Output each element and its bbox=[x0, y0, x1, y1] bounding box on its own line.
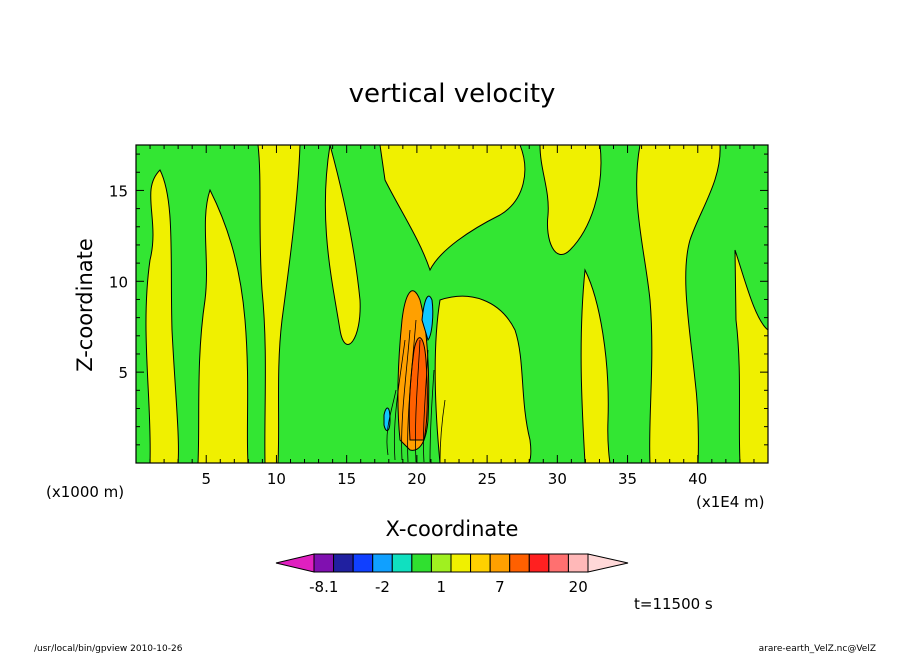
yellow-region bbox=[434, 295, 532, 463]
yellow-region bbox=[257, 145, 301, 463]
plot-area bbox=[136, 145, 768, 463]
colorbar-label: -8.1 bbox=[309, 578, 338, 596]
colorbar-swatch bbox=[352, 553, 374, 573]
footer-left-text: /usr/local/bin/gpview 2010-10-26 bbox=[34, 644, 183, 654]
dense-contour-lines bbox=[386, 319, 446, 463]
colorbar-label: -2 bbox=[375, 578, 390, 596]
plot-frame bbox=[135, 144, 769, 464]
yellow-region bbox=[636, 145, 721, 463]
colorbar-label: 1 bbox=[436, 578, 446, 596]
cyan-downdraft bbox=[421, 295, 434, 342]
yellow-region bbox=[197, 188, 249, 463]
y-tick-label: 15 bbox=[109, 182, 128, 200]
x-tick-label: 35 bbox=[618, 470, 637, 488]
colorbar-label: 7 bbox=[495, 578, 505, 596]
x-tick-label: 5 bbox=[201, 470, 211, 488]
yellow-region bbox=[379, 145, 526, 272]
yellow-region bbox=[580, 268, 611, 463]
colorbar-swatch bbox=[430, 553, 452, 573]
colorbar-swatch bbox=[548, 553, 569, 573]
x-unit-right-label: (x1E4 m) bbox=[696, 493, 765, 511]
x-tick-label: 20 bbox=[407, 470, 426, 488]
x-axis-ticks: 5 10 15 20 25 30 35 40 bbox=[149, 145, 755, 488]
colorbar-label: 20 bbox=[569, 578, 588, 596]
colorbar-right-arrow bbox=[587, 553, 629, 573]
y-axis-label: Z-coordinate bbox=[73, 238, 97, 372]
colorbar-swatch bbox=[411, 553, 432, 573]
chart-title: vertical velocity bbox=[349, 79, 556, 109]
x-tick-label: 10 bbox=[267, 470, 286, 488]
x-tick-label: 30 bbox=[548, 470, 567, 488]
yellow-region bbox=[539, 145, 602, 256]
x-tick-label: 25 bbox=[478, 470, 497, 488]
colorbar-swatch bbox=[450, 553, 472, 573]
colorbar-swatch bbox=[528, 553, 550, 573]
colorbar-swatch bbox=[489, 553, 511, 573]
colorbar-swatch bbox=[333, 553, 354, 573]
y-tick-label: 10 bbox=[109, 273, 128, 291]
colorbar: -8.1 -2 1 7 20 bbox=[275, 553, 629, 596]
footer-right-text: arare-earth_VelZ.nc@VelZ bbox=[759, 644, 876, 654]
yellow-region bbox=[145, 169, 179, 463]
time-label: t=11500 s bbox=[634, 595, 713, 613]
x-unit-left-label: (x1000 m) bbox=[46, 483, 124, 501]
y-axis-ticks: 5 10 15 bbox=[109, 153, 768, 446]
y-tick-label: 5 bbox=[118, 364, 128, 382]
colorbar-left-arrow bbox=[275, 553, 315, 573]
x-axis-label: X-coordinate bbox=[386, 517, 519, 541]
colorbar-swatch bbox=[470, 553, 491, 573]
x-tick-label: 40 bbox=[688, 470, 707, 488]
colorbar-swatch bbox=[391, 553, 413, 573]
colorbar-swatch bbox=[313, 553, 335, 573]
x-tick-label: 15 bbox=[337, 470, 356, 488]
colorbar-swatch bbox=[372, 553, 393, 573]
yellow-region bbox=[324, 145, 361, 345]
colorbar-swatch bbox=[567, 553, 589, 573]
colorbar-swatch bbox=[509, 553, 530, 573]
